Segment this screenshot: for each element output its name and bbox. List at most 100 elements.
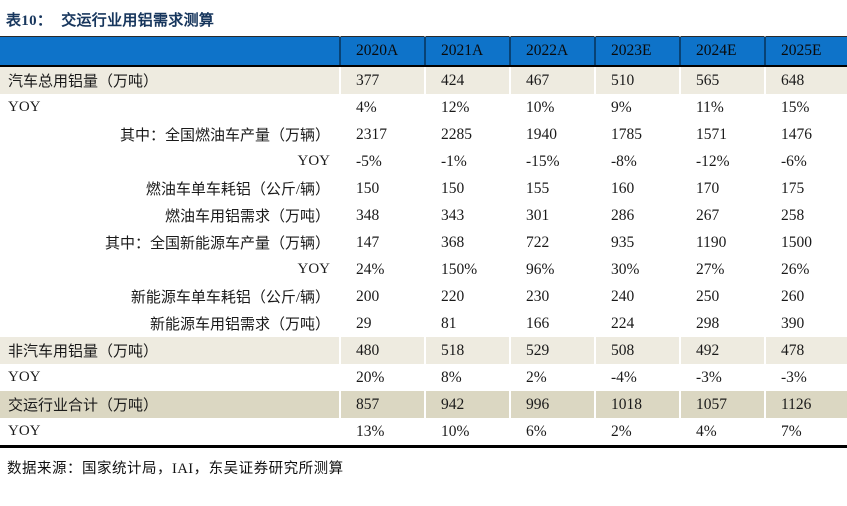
cell-value: 12% <box>424 94 510 121</box>
cell-value: 2% <box>509 364 595 391</box>
cell-value: 20% <box>339 364 425 391</box>
cell-value: 492 <box>679 337 765 364</box>
table-row: YOY -5% -1% -15% -8% -12% -6% <box>0 148 847 175</box>
cell-value: 267 <box>679 202 765 229</box>
cell-value: 722 <box>509 229 595 256</box>
cell-value: 857 <box>339 391 425 418</box>
cell-value: 424 <box>424 66 510 94</box>
cell-value: 1018 <box>594 391 680 418</box>
cell-value: 8% <box>424 364 510 391</box>
cell-value: 1476 <box>764 121 847 148</box>
cell-value: 96% <box>509 256 595 283</box>
table-title: 表10： 交运行业用铝需求测算 <box>0 0 847 30</box>
cell-value: 150% <box>424 256 510 283</box>
cell-value: 286 <box>594 202 680 229</box>
row-label: 其中：全国新能源车产量（万辆） <box>0 229 340 256</box>
cell-value: 996 <box>509 391 595 418</box>
cell-value: 250 <box>679 283 765 310</box>
cell-value: -3% <box>679 364 765 391</box>
table-row: YOY 4% 12% 10% 9% 11% 15% <box>0 94 847 121</box>
table-row: 非汽车用铝量（万吨） 480 518 529 508 492 478 <box>0 337 847 364</box>
cell-value: 220 <box>424 283 510 310</box>
cell-value: 81 <box>424 310 510 337</box>
cell-value: 10% <box>424 418 510 447</box>
table-row: YOY 20% 8% 2% -4% -3% -3% <box>0 364 847 391</box>
cell-value: 7% <box>764 418 847 447</box>
cell-value: 565 <box>679 66 765 94</box>
cell-value: 1500 <box>764 229 847 256</box>
cell-value: 2285 <box>424 121 510 148</box>
cell-value: 170 <box>679 175 765 202</box>
row-label: 燃油车用铝需求（万吨） <box>0 202 340 229</box>
cell-value: 1571 <box>679 121 765 148</box>
cell-value: 175 <box>764 175 847 202</box>
row-label: 新能源车单车耗铝（公斤/辆） <box>0 283 340 310</box>
cell-value: 1190 <box>679 229 765 256</box>
row-label: 汽车总用铝量（万吨） <box>0 66 340 94</box>
cell-value: 368 <box>424 229 510 256</box>
cell-value: 30% <box>594 256 680 283</box>
cell-value: 390 <box>764 310 847 337</box>
data-table: 2020A 2021A 2022A 2023E 2024E 2025E 汽车总用铝量（万吨… <box>0 36 847 448</box>
cell-value: 508 <box>594 337 680 364</box>
cell-value: 343 <box>424 202 510 229</box>
row-label: YOY <box>0 148 340 175</box>
cell-value: 29 <box>339 310 425 337</box>
table-number: 表10： <box>6 13 53 29</box>
cell-value: 13% <box>339 418 425 447</box>
cell-value: -15% <box>509 148 595 175</box>
table-row: 燃油车用铝需求（万吨） 348 343 301 286 267 258 <box>0 202 847 229</box>
cell-value: 1057 <box>679 391 765 418</box>
cell-value: 510 <box>594 66 680 94</box>
cell-value: 1126 <box>764 391 847 418</box>
cell-value: -12% <box>679 148 765 175</box>
cell-value: 4% <box>339 94 425 121</box>
cell-value: 298 <box>679 310 765 337</box>
row-label: 交运行业合计（万吨） <box>0 391 340 418</box>
row-label: 其中：全国燃油车产量（万辆） <box>0 121 340 148</box>
cell-value: -3% <box>764 364 847 391</box>
cell-value: 147 <box>339 229 425 256</box>
cell-value: 942 <box>424 391 510 418</box>
cell-value: 260 <box>764 283 847 310</box>
table-row: 汽车总用铝量（万吨） 377 424 467 510 565 648 <box>0 66 847 94</box>
cell-value: 10% <box>509 94 595 121</box>
table-row: 燃油车单车耗铝（公斤/辆） 150 150 155 160 170 175 <box>0 175 847 202</box>
cell-value: 348 <box>339 202 425 229</box>
cell-value: 1785 <box>594 121 680 148</box>
cell-value: -4% <box>594 364 680 391</box>
cell-value: 24% <box>339 256 425 283</box>
cell-value: 6% <box>509 418 595 447</box>
cell-value: 166 <box>509 310 595 337</box>
column-header: 2021A <box>424 36 510 67</box>
column-header: 2022A <box>509 36 595 67</box>
cell-value: 155 <box>509 175 595 202</box>
table-row: YOY 13% 10% 6% 2% 4% 7% <box>0 418 847 447</box>
cell-value: 648 <box>764 66 847 94</box>
column-header: 2024E <box>679 36 765 67</box>
cell-value: 480 <box>339 337 425 364</box>
cell-value: -8% <box>594 148 680 175</box>
row-label: 燃油车单车耗铝（公斤/辆） <box>0 175 340 202</box>
column-header: 2025E <box>764 36 847 67</box>
cell-value: 240 <box>594 283 680 310</box>
cell-value: 529 <box>509 337 595 364</box>
cell-value: 467 <box>509 66 595 94</box>
cell-value: 150 <box>339 175 425 202</box>
table-row: 交运行业合计（万吨） 857 942 996 1018 1057 1126 <box>0 391 847 418</box>
row-label: YOY <box>0 256 340 283</box>
cell-value: 2% <box>594 418 680 447</box>
cell-value: 4% <box>679 418 765 447</box>
table-row: YOY 24% 150% 96% 30% 27% 26% <box>0 256 847 283</box>
cell-value: 160 <box>594 175 680 202</box>
cell-value: 377 <box>339 66 425 94</box>
table-row: 新能源车用铝需求（万吨） 29 81 166 224 298 390 <box>0 310 847 337</box>
cell-value: 26% <box>764 256 847 283</box>
table-title-text: 交运行业用铝需求测算 <box>61 13 215 29</box>
cell-value: 27% <box>679 256 765 283</box>
header-label-cell <box>0 36 340 67</box>
row-label: 非汽车用铝量（万吨） <box>0 337 340 364</box>
row-label: YOY <box>0 364 340 391</box>
cell-value: 301 <box>509 202 595 229</box>
